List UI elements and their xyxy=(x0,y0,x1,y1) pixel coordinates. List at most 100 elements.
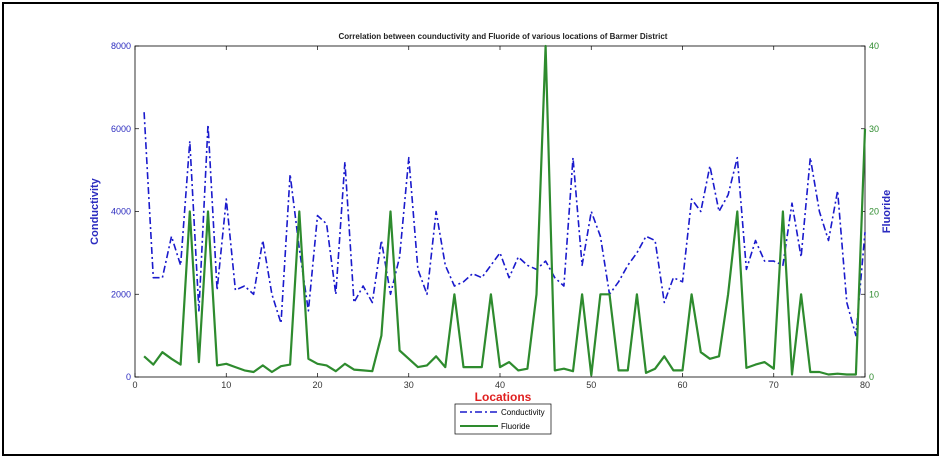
data-point-fluoride xyxy=(353,368,355,370)
legend: Conductivity Fluoride xyxy=(454,403,552,435)
data-point-conductivity xyxy=(234,289,236,291)
data-point-fluoride xyxy=(663,355,665,357)
data-point-fluoride xyxy=(289,363,291,365)
data-point-conductivity xyxy=(709,165,711,167)
data-point-fluoride xyxy=(864,128,866,130)
data-point-conductivity xyxy=(544,260,546,262)
y-right-tick-label: 40 xyxy=(869,41,879,51)
x-axis-label: Locations xyxy=(475,390,532,404)
data-point-conductivity xyxy=(307,310,309,312)
data-point-conductivity xyxy=(718,210,720,212)
y-right-tick-label: 30 xyxy=(869,124,879,134)
data-point-fluoride xyxy=(152,363,154,365)
data-point-fluoride xyxy=(836,372,838,374)
y-left-tick-label: 2000 xyxy=(111,289,131,299)
data-point-fluoride xyxy=(344,363,346,365)
data-point-fluoride xyxy=(380,334,382,336)
data-point-conductivity xyxy=(672,277,674,279)
data-point-conductivity xyxy=(763,260,765,262)
data-point-fluoride xyxy=(462,366,464,368)
data-point-conductivity xyxy=(517,256,519,258)
data-point-fluoride xyxy=(161,351,163,353)
y-left-tick-label: 4000 xyxy=(111,207,131,217)
dual-axis-line-chart: Correlation between counductivity and Fl… xyxy=(89,32,893,435)
data-point-conductivity xyxy=(700,210,702,212)
data-point-fluoride xyxy=(417,366,419,368)
data-point-fluoride xyxy=(827,373,829,375)
data-point-conductivity xyxy=(809,157,811,159)
data-point-conductivity xyxy=(344,161,346,163)
data-point-conductivity xyxy=(243,285,245,287)
data-point-fluoride xyxy=(572,370,574,372)
data-point-fluoride xyxy=(490,293,492,295)
data-point-fluoride xyxy=(745,367,747,369)
data-point-fluoride xyxy=(554,369,556,371)
data-point-fluoride xyxy=(617,369,619,371)
data-point-conductivity xyxy=(143,111,145,113)
data-point-conductivity xyxy=(198,310,200,312)
data-point-fluoride xyxy=(371,370,373,372)
data-point-conductivity xyxy=(864,231,866,233)
data-point-fluoride xyxy=(170,358,172,360)
plot-area xyxy=(134,45,866,378)
data-point-fluoride xyxy=(535,293,537,295)
x-tick-label: 50 xyxy=(586,380,596,390)
data-point-fluoride xyxy=(426,364,428,366)
data-point-fluoride xyxy=(763,361,765,363)
data-point-fluoride xyxy=(271,371,273,373)
data-point-fluoride xyxy=(818,371,820,373)
y-left-tick-label: 0 xyxy=(126,372,131,382)
data-point-fluoride xyxy=(636,293,638,295)
y-axis-right-label: Fluoride xyxy=(881,190,893,233)
y-left-tick-label: 8000 xyxy=(111,41,131,51)
data-point-conductivity xyxy=(389,293,391,295)
data-point-fluoride xyxy=(581,293,583,295)
x-tick-label: 10 xyxy=(221,380,231,390)
data-point-fluoride xyxy=(736,210,738,212)
data-point-conductivity xyxy=(252,293,254,295)
y-right-tick-label: 10 xyxy=(869,289,879,299)
data-point-conductivity xyxy=(554,277,556,279)
data-point-conductivity xyxy=(362,285,364,287)
data-point-fluoride xyxy=(846,373,848,375)
data-point-conductivity xyxy=(179,264,181,266)
data-point-conductivity xyxy=(225,198,227,200)
data-point-conductivity xyxy=(490,264,492,266)
data-point-conductivity xyxy=(435,210,437,212)
data-point-fluoride xyxy=(179,363,181,365)
data-point-conductivity xyxy=(481,277,483,279)
data-point-conductivity xyxy=(453,285,455,287)
legend-box xyxy=(454,403,552,435)
data-point-conductivity xyxy=(353,301,355,303)
data-point-conductivity xyxy=(681,281,683,283)
data-point-conductivity xyxy=(599,235,601,237)
data-point-conductivity xyxy=(727,194,729,196)
y-axis-left-label: Conductivity xyxy=(89,177,101,244)
data-point-conductivity xyxy=(161,277,163,279)
data-point-conductivity xyxy=(508,277,510,279)
data-point-fluoride xyxy=(325,364,327,366)
data-point-conductivity xyxy=(499,252,501,254)
data-point-conductivity xyxy=(627,264,629,266)
data-point-conductivity xyxy=(289,173,291,175)
data-point-fluoride xyxy=(307,358,309,360)
data-point-conductivity xyxy=(736,157,738,159)
data-point-fluoride xyxy=(608,293,610,295)
data-point-conductivity xyxy=(408,157,410,159)
data-point-fluoride xyxy=(526,368,528,370)
data-point-conductivity xyxy=(271,293,273,295)
data-point-fluoride xyxy=(398,349,400,351)
data-point-fluoride xyxy=(590,374,592,376)
data-point-conductivity xyxy=(663,301,665,303)
data-point-fluoride xyxy=(754,363,756,365)
data-point-conductivity xyxy=(526,264,528,266)
data-point-conductivity xyxy=(335,293,337,295)
data-point-conductivity xyxy=(380,239,382,241)
data-point-conductivity xyxy=(316,214,318,216)
data-point-conductivity xyxy=(462,281,464,283)
data-point-fluoride xyxy=(471,366,473,368)
data-point-conductivity xyxy=(152,277,154,279)
data-point-fluoride xyxy=(362,369,364,371)
data-point-fluoride xyxy=(782,210,784,212)
data-point-fluoride xyxy=(690,293,692,295)
